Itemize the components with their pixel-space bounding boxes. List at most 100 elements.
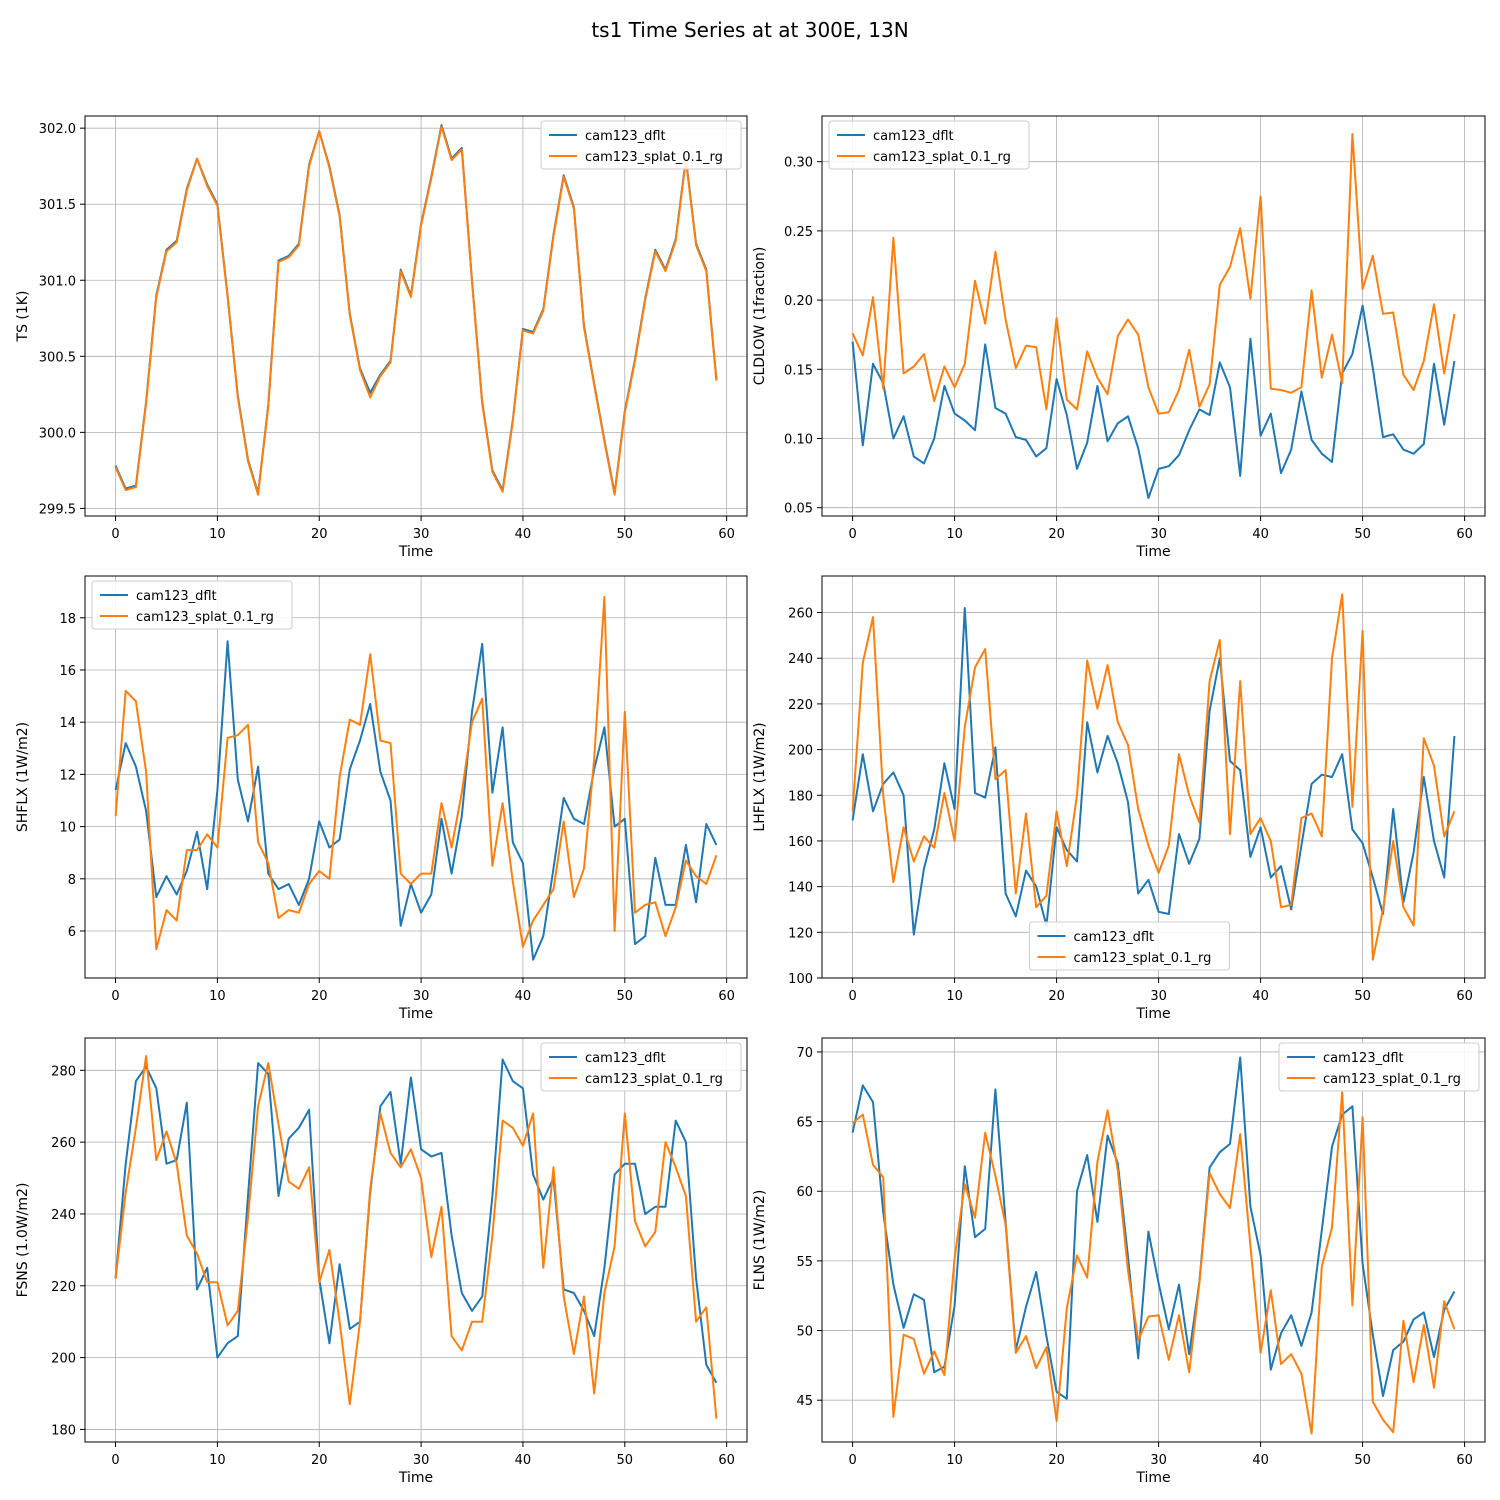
x-tick-label: 0	[848, 1453, 856, 1468]
x-tick-label: 20	[311, 1453, 328, 1468]
x-tick-label: 30	[413, 1453, 430, 1468]
y-tick-label: 6	[68, 925, 76, 940]
series-line-2	[851, 1091, 1456, 1435]
x-axis-label: Time	[1135, 1006, 1170, 1022]
legend: cam123_dflt cam123_splat_0.1_rg	[828, 120, 1030, 170]
x-axis-label: Time	[1135, 1470, 1170, 1486]
series-line-1	[851, 1056, 1456, 1400]
legend: cam123_dflt cam123_splat_0.1_rg	[91, 580, 293, 630]
x-tick-label: 40	[1252, 1453, 1269, 1468]
x-tick-label: 20	[311, 527, 328, 542]
x-tick-label: 30	[1150, 1453, 1167, 1468]
y-tick-label: 301.0	[39, 274, 76, 289]
y-tick-label: 0.20	[784, 294, 813, 309]
y-tick-label: 300.5	[39, 350, 76, 365]
y-tick-label: 14	[59, 716, 76, 731]
y-tick-label: 0.25	[784, 225, 813, 240]
y-axis-label: CLDLOW (1fraction)	[752, 247, 768, 386]
axes-frame	[84, 1037, 748, 1443]
x-tick-label: 60	[1456, 1453, 1473, 1468]
figure-suptitle: ts1 Time Series at at 300E, 13N	[591, 18, 908, 42]
legend-box	[1029, 921, 1230, 971]
y-axis-label: FLNS (1W/m2)	[752, 1190, 768, 1291]
y-tick-label: 45	[796, 1394, 813, 1409]
x-tick-label: 20	[1048, 989, 1065, 1004]
chart-3: 0 10 20 30 40 50 60 6 8 10 12 14 16 18 Time SHFLX (1W/m…	[15, 575, 748, 1022]
x-tick-label: 60	[1456, 989, 1473, 1004]
x-tick-label: 10	[209, 989, 226, 1004]
series-line-1	[114, 640, 718, 961]
legend-label-2: cam123_splat_0.1_rg	[873, 150, 1011, 165]
x-tick-label: 50	[617, 989, 634, 1004]
x-tick-label: 60	[718, 989, 735, 1004]
chart-4: 0 10 20 30 40 50 60 100 120 140 160 180 200 220 240 260…	[752, 575, 1486, 1022]
x-tick-label: 10	[946, 1453, 963, 1468]
x-tick-label: 60	[718, 527, 735, 542]
series-line-2	[114, 595, 718, 951]
y-tick-label: 302.0	[39, 122, 76, 137]
y-tick-label: 299.5	[39, 502, 76, 517]
legend-label-1: cam123_dflt	[1323, 1051, 1404, 1066]
legend: cam123_dflt cam123_splat_0.1_rg	[1278, 1042, 1480, 1092]
chart-6: 0 10 20 30 40 50 60 45 50 55 60 65 70 Time FLNS (1W/m2…	[752, 1037, 1486, 1486]
x-tick-label: 40	[1252, 527, 1269, 542]
x-tick-label: 40	[515, 989, 532, 1004]
series-line-1	[851, 304, 1456, 499]
y-tick-label: 120	[788, 926, 813, 941]
x-tick-label: 0	[111, 989, 119, 1004]
y-tick-label: 50	[796, 1325, 813, 1340]
chart-5: 0 10 20 30 40 50 60 180 200 220 240 260 280 Time FSNS …	[15, 1037, 748, 1486]
y-tick-label: 100	[788, 972, 813, 987]
y-tick-label: 240	[51, 1208, 76, 1223]
legend-label-2: cam123_splat_0.1_rg	[585, 150, 723, 165]
x-tick-label: 50	[1354, 527, 1371, 542]
legend-label-2: cam123_splat_0.1_rg	[1323, 1072, 1461, 1087]
y-tick-label: 280	[51, 1064, 76, 1079]
axes-frame	[821, 1037, 1486, 1443]
x-tick-label: 20	[311, 989, 328, 1004]
y-tick-label: 220	[51, 1280, 76, 1295]
x-axis-label: Time	[1135, 544, 1170, 560]
x-tick-label: 10	[946, 989, 963, 1004]
legend: cam123_dflt cam123_splat_0.1_rg	[540, 1042, 742, 1092]
x-tick-label: 20	[1048, 1453, 1065, 1468]
legend-label-1: cam123_dflt	[1074, 930, 1155, 945]
axes-container: 0 10 20 30 40 50 60299.5300.0300.5301.0301.530…	[15, 115, 1486, 1486]
series-line-2	[114, 1055, 718, 1419]
series-line-2	[851, 593, 1456, 961]
x-axis-label: Time	[398, 544, 433, 560]
legend-label-2: cam123_splat_0.1_rg	[1074, 951, 1212, 966]
axes-frame	[821, 575, 1486, 979]
series-line-2	[851, 133, 1456, 415]
x-tick-label: 60	[718, 1453, 735, 1468]
y-tick-label: 180	[788, 789, 813, 804]
y-tick-label: 60	[796, 1185, 813, 1200]
y-tick-label: 8	[68, 873, 76, 888]
y-tick-label: 55	[796, 1255, 813, 1270]
y-tick-label: 260	[788, 607, 813, 622]
axes-frame	[84, 115, 748, 517]
legend-label-2: cam123_splat_0.1_rg	[585, 1072, 723, 1087]
legend-label-1: cam123_dflt	[585, 129, 666, 144]
x-tick-label: 0	[111, 527, 119, 542]
x-tick-label: 40	[1252, 989, 1269, 1004]
y-axis-label: FSNS (1.0W/m2)	[15, 1183, 31, 1298]
x-tick-label: 10	[209, 527, 226, 542]
chart-1: 0 10 20 30 40 50 60 299.5 300.0 300.5 301.0 301.5 30…	[15, 115, 748, 560]
y-tick-label: 240	[788, 652, 813, 667]
legend-label-1: cam123_dflt	[136, 589, 217, 604]
x-tick-label: 60	[1456, 527, 1473, 542]
chart-2: 0 10 20 30 40 50 60 0.05 0.10 0.15 0.20 0.25 0.30 Tim…	[752, 115, 1486, 560]
series-line-2	[114, 125, 718, 496]
x-tick-label: 40	[515, 527, 532, 542]
y-tick-label: 180	[51, 1423, 76, 1438]
y-tick-label: 0.15	[784, 363, 813, 378]
legend-box	[540, 1042, 742, 1092]
legend-label-2: cam123_splat_0.1_rg	[136, 610, 274, 625]
y-tick-label: 0.10	[784, 432, 813, 447]
series-line-1	[114, 1058, 718, 1384]
y-tick-label: 200	[51, 1352, 76, 1367]
axes-frame	[821, 115, 1486, 517]
